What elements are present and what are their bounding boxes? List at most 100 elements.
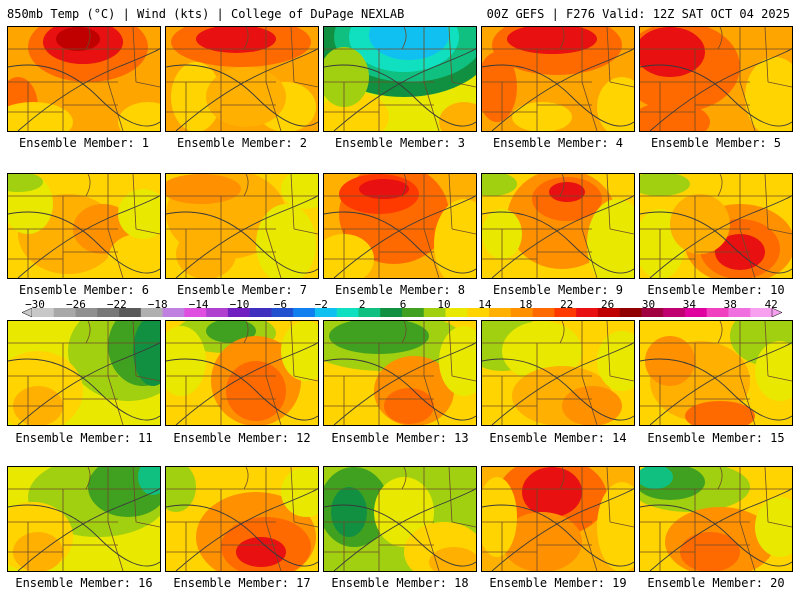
state-border-line xyxy=(132,174,137,230)
temperature-region xyxy=(482,477,517,557)
temperature-region xyxy=(755,497,792,557)
temperature-region xyxy=(429,547,476,571)
temperature-region xyxy=(384,388,434,424)
temperature-field xyxy=(640,174,792,278)
colorbar-swatch xyxy=(97,308,120,317)
height-contour-line xyxy=(333,194,476,278)
ensemble-member-map[interactable] xyxy=(481,466,635,572)
ensemble-member-map[interactable] xyxy=(481,26,635,132)
model-run-info: 00Z GEFS | F276 Valid: 12Z SAT OCT 04 20… xyxy=(486,7,790,21)
ensemble-member-map[interactable] xyxy=(323,466,477,572)
temperature-field xyxy=(166,321,318,425)
height-contour-line xyxy=(175,487,318,571)
colorbar-swatch xyxy=(336,308,359,317)
height-contour-line xyxy=(640,358,792,421)
temperature-region xyxy=(685,401,755,425)
ensemble-member-map[interactable] xyxy=(323,320,477,426)
state-border-line xyxy=(609,81,634,88)
ensemble-member-label: Ensemble Member: 7 xyxy=(176,283,308,297)
state-border-line xyxy=(606,321,611,377)
state-border-line xyxy=(243,321,249,344)
colorbar-swatch xyxy=(576,308,599,317)
ensemble-member-map[interactable] xyxy=(323,26,477,132)
ensemble-member-map[interactable] xyxy=(639,466,793,572)
ensemble-member-map[interactable] xyxy=(7,320,161,426)
state-border-line xyxy=(606,27,611,83)
ensemble-member-map[interactable] xyxy=(639,173,793,279)
colorbar-swatch xyxy=(728,308,751,317)
ensemble-member-map[interactable] xyxy=(7,466,161,572)
ensemble-member-map[interactable] xyxy=(165,466,319,572)
height-contour-line xyxy=(649,194,792,278)
header: 850mb Temp (°C) | Wind (kts) | College o… xyxy=(0,0,800,24)
ensemble-member-map[interactable] xyxy=(639,320,793,426)
state-border-line xyxy=(132,321,137,377)
colorbar-tick-label: 42 xyxy=(764,298,778,311)
state-border-line xyxy=(767,81,792,88)
colorbar-swatch xyxy=(597,308,620,317)
ensemble-member-label: Ensemble Member: 1 xyxy=(18,136,150,150)
state-border-line xyxy=(290,174,295,230)
temperature-field xyxy=(640,467,792,571)
colorbar-swatch xyxy=(750,308,773,317)
ensemble-member-label: Ensemble Member: 14 xyxy=(489,431,627,445)
temperature-region xyxy=(512,102,572,131)
ensemble-member-map[interactable] xyxy=(481,173,635,279)
state-border-line xyxy=(448,174,453,230)
ensemble-member-label: Ensemble Member: 6 xyxy=(18,283,150,297)
temperature-region xyxy=(8,174,43,192)
height-contour-line xyxy=(482,211,634,274)
height-contour-line xyxy=(166,504,318,567)
state-border-line xyxy=(107,521,124,571)
height-contour-line xyxy=(324,504,476,567)
colorbar-swatch xyxy=(554,308,577,317)
temperature-region xyxy=(166,326,206,396)
temperature-region xyxy=(329,321,429,354)
colorbar-tick-label: 34 xyxy=(682,298,697,311)
height-contour-line xyxy=(166,211,318,274)
height-contour-line xyxy=(491,47,634,131)
state-border-line xyxy=(581,375,598,425)
ensemble-member-map[interactable] xyxy=(165,320,319,426)
colorbar-tick-label: −18 xyxy=(147,298,168,311)
colorbar-swatch xyxy=(402,308,425,317)
temperature-field xyxy=(166,174,318,278)
ensemble-member-map[interactable] xyxy=(7,173,161,279)
state-border-line xyxy=(609,521,634,528)
temperature-region xyxy=(597,331,634,391)
state-border-line xyxy=(401,174,407,197)
ensemble-member-label: Ensemble Member: 2 xyxy=(176,136,308,150)
ensemble-member-map[interactable] xyxy=(323,173,477,279)
ensemble-member-map[interactable] xyxy=(165,173,319,279)
temperature-region xyxy=(502,512,582,571)
ensemble-member-label: Ensemble Member: 18 xyxy=(331,576,469,590)
state-border-line xyxy=(448,321,453,377)
ensemble-member-map[interactable] xyxy=(165,26,319,132)
height-contour-line xyxy=(649,341,792,425)
colorbar-swatch xyxy=(140,308,163,317)
colorbar-swatch xyxy=(706,308,729,317)
ensemble-member-map[interactable] xyxy=(481,320,635,426)
colorbar-tick-label: 30 xyxy=(641,298,656,311)
temperature-region xyxy=(587,199,634,278)
temperature-region xyxy=(166,467,196,512)
temperature-region xyxy=(645,336,695,386)
temperature-region xyxy=(597,77,634,131)
temperature-region xyxy=(166,174,241,204)
temperature-field xyxy=(482,321,634,425)
state-border-line xyxy=(243,27,249,50)
ensemble-member-map[interactable] xyxy=(7,26,161,132)
state-border-line xyxy=(767,228,792,235)
colorbar-tick-label: 26 xyxy=(600,298,615,311)
colorbar-tick-label: −14 xyxy=(188,298,209,311)
ensemble-member-label: Ensemble Member: 11 xyxy=(15,431,153,445)
temperature-field xyxy=(482,467,634,571)
state-border-line xyxy=(423,81,440,131)
colorbar-swatch xyxy=(184,308,207,317)
ensemble-member-map[interactable] xyxy=(639,26,793,132)
temperature-field xyxy=(166,27,318,131)
height-contour-line xyxy=(491,194,634,278)
temperature-region xyxy=(206,67,286,127)
temperature-region xyxy=(324,234,374,278)
height-contour-line xyxy=(166,64,318,127)
